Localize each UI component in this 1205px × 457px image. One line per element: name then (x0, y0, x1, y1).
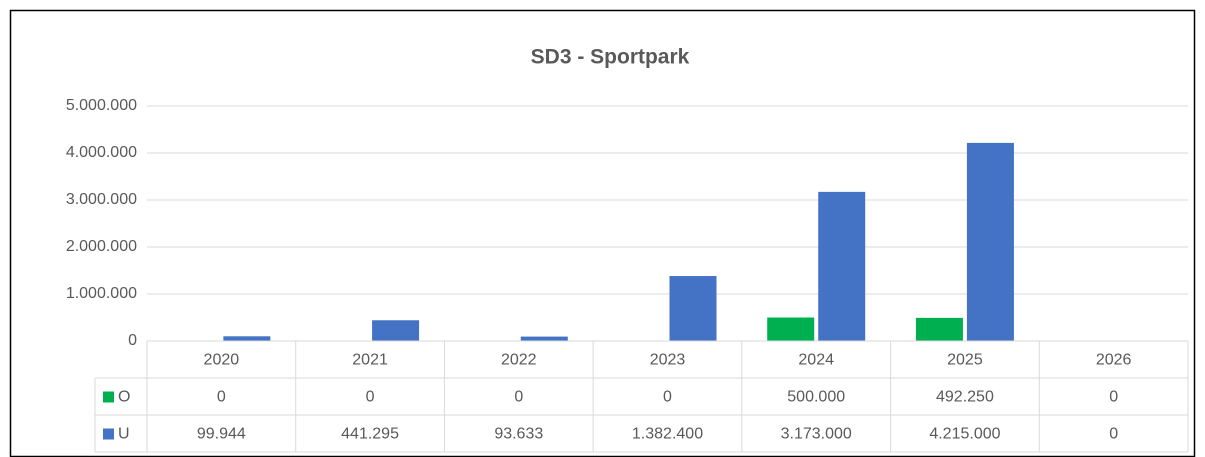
x-tick-label: 2026 (1096, 352, 1132, 369)
x-tick-label: 2023 (650, 352, 686, 369)
table-cell: 0 (1109, 426, 1118, 443)
bar (966, 142, 1014, 341)
x-tick-label: 2024 (798, 352, 834, 369)
legend-swatch (103, 391, 114, 403)
bar (520, 336, 568, 341)
bar (372, 320, 420, 341)
bar (669, 276, 717, 341)
bar (818, 191, 866, 341)
x-tick-label: 2025 (947, 352, 983, 369)
table-cell: 99.944 (197, 426, 246, 443)
table-cell: 3.173.000 (781, 426, 852, 443)
y-tick-label: 2.000.000 (66, 238, 137, 255)
y-tick-label: 3.000.000 (66, 191, 137, 208)
chart-title: SD3 - Sportpark (531, 46, 690, 69)
table-cell: 93.633 (494, 426, 543, 443)
table-cell: 0 (663, 389, 672, 406)
table-cell: 1.382.400 (632, 426, 703, 443)
x-tick-label: 2021 (352, 352, 388, 369)
legend-swatch (103, 428, 114, 440)
table-cell: 0 (217, 389, 226, 406)
table-cell: 0 (1109, 389, 1118, 406)
legend-label: O (118, 389, 130, 406)
y-tick-label: 0 (128, 332, 137, 349)
y-tick-label: 5.000.000 (66, 97, 137, 114)
bar (767, 317, 815, 341)
table-cell: 0 (366, 389, 375, 406)
table-cell: 4.215.000 (929, 426, 1000, 443)
x-tick-label: 2020 (204, 352, 240, 369)
bar (915, 317, 963, 341)
x-tick-label: 2022 (501, 352, 537, 369)
chart-border (9, 9, 1196, 457)
y-tick-label: 4.000.000 (66, 144, 137, 161)
table-cell: 441.295 (341, 426, 399, 443)
bar (223, 336, 271, 341)
table-cell: 0 (514, 389, 523, 406)
y-tick-label: 1.000.000 (66, 285, 137, 302)
legend-label: U (118, 426, 130, 443)
table-cell: 492.250 (936, 389, 994, 406)
table-cell: 500.000 (787, 389, 845, 406)
